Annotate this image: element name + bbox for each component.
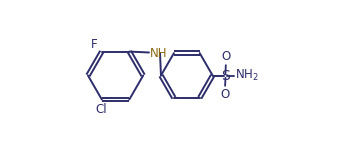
Text: NH: NH — [150, 47, 167, 59]
Text: O: O — [220, 88, 230, 101]
Text: F: F — [91, 38, 98, 51]
Text: Cl: Cl — [95, 103, 107, 116]
Text: NH$_2$: NH$_2$ — [235, 68, 259, 83]
Text: S: S — [221, 69, 230, 82]
Text: O: O — [221, 50, 231, 63]
